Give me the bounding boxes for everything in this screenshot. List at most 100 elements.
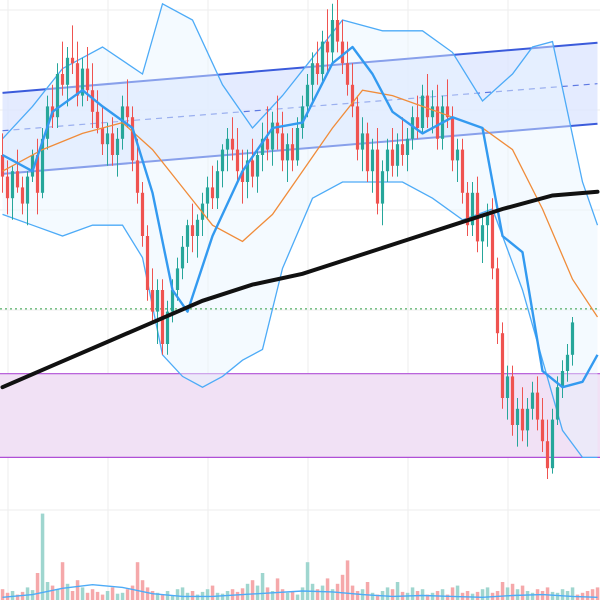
candle-body xyxy=(485,214,490,226)
candle-body xyxy=(445,106,450,118)
candle-body xyxy=(30,155,35,177)
candle-body xyxy=(505,376,510,398)
channel-upper-line xyxy=(2,41,598,94)
volume-bar xyxy=(135,562,140,600)
volume-bar xyxy=(465,591,470,600)
candle-body xyxy=(525,408,530,431)
candle-body xyxy=(225,138,230,150)
volume-bar xyxy=(520,585,525,600)
volume-bar xyxy=(65,583,70,600)
volume-bar xyxy=(495,591,500,600)
channel-middle-line xyxy=(2,83,598,132)
candle-body xyxy=(60,74,65,85)
volume-bar xyxy=(235,591,240,600)
volume-bar xyxy=(395,582,400,600)
channel-fill xyxy=(2,42,598,174)
candle-body xyxy=(490,214,495,269)
volume-bar xyxy=(70,591,75,600)
candle-body xyxy=(495,268,500,334)
volume-bar xyxy=(290,591,295,600)
candle-body xyxy=(415,117,420,128)
volume-bar xyxy=(440,589,445,600)
candle-body xyxy=(565,354,570,371)
candle-body xyxy=(190,225,195,236)
volume-bar xyxy=(75,580,80,600)
candle-body xyxy=(570,322,575,355)
candle-body xyxy=(295,128,300,161)
candle-body xyxy=(165,311,170,344)
volume-bar xyxy=(445,594,450,600)
volume-bar xyxy=(150,591,155,600)
candle-body xyxy=(75,63,80,96)
candle-body xyxy=(265,138,270,150)
volume-bar xyxy=(305,562,310,600)
candle-body xyxy=(555,387,560,420)
candle-body xyxy=(385,149,390,172)
volume-bar xyxy=(530,592,535,600)
candle-body xyxy=(560,371,565,388)
candle-body xyxy=(150,290,155,312)
volume-bar xyxy=(390,589,395,600)
volume-bar xyxy=(145,587,150,600)
candle-body xyxy=(375,149,380,204)
sma-long-line xyxy=(0,189,600,390)
candle-body xyxy=(280,133,285,161)
candle-body xyxy=(550,419,555,469)
volume-bar xyxy=(60,562,65,600)
candle-body xyxy=(370,149,375,172)
candle-body xyxy=(135,160,140,193)
volume-bar xyxy=(155,592,160,600)
volume-bar xyxy=(0,589,5,600)
volume-bar xyxy=(500,582,505,600)
candle-body xyxy=(365,133,370,172)
regression-channel xyxy=(2,41,598,175)
candle-body xyxy=(350,84,355,107)
candle-body xyxy=(345,63,350,85)
candle-body xyxy=(180,246,185,269)
candle-body xyxy=(170,290,175,312)
candle-body xyxy=(500,333,505,398)
volume-bar xyxy=(455,585,460,600)
volume-bar xyxy=(210,585,215,600)
candle-body xyxy=(155,290,160,312)
volume-bar xyxy=(110,587,115,600)
candle-body xyxy=(250,160,255,177)
volume-bar xyxy=(270,591,275,600)
volume-bar xyxy=(485,587,490,600)
volume-bar xyxy=(90,589,95,600)
volume-bar xyxy=(355,591,360,600)
candle-body xyxy=(540,419,545,442)
volume-bar xyxy=(550,591,555,600)
volume-bar xyxy=(250,580,255,600)
volume-bar xyxy=(560,589,565,600)
candle-body xyxy=(110,133,115,155)
candle-body xyxy=(535,392,540,420)
candle-body xyxy=(245,160,250,182)
volume-bar xyxy=(315,589,320,600)
candle-body xyxy=(140,192,145,236)
candle-body xyxy=(205,187,210,204)
candle-body xyxy=(315,63,320,74)
candle-body xyxy=(480,225,485,242)
volume-bar xyxy=(275,578,280,600)
candle-body xyxy=(65,57,70,85)
volume-bar xyxy=(195,594,200,600)
candle-body xyxy=(515,408,520,425)
volume-bar xyxy=(585,591,590,600)
volume-bar xyxy=(280,589,285,600)
candle-body xyxy=(310,63,315,85)
volume-bar xyxy=(105,591,110,600)
volume-bar xyxy=(100,594,105,600)
volume-bar xyxy=(575,594,580,600)
candle-body xyxy=(410,117,415,139)
volume-bar xyxy=(410,587,415,600)
candle-body xyxy=(405,138,410,155)
volume-bar xyxy=(330,589,335,600)
candle-body xyxy=(400,144,405,155)
candle-body xyxy=(530,392,535,409)
candle-body xyxy=(255,155,260,177)
candle-body xyxy=(240,171,245,182)
volume-bar xyxy=(205,589,210,600)
volume-bar xyxy=(475,591,480,600)
